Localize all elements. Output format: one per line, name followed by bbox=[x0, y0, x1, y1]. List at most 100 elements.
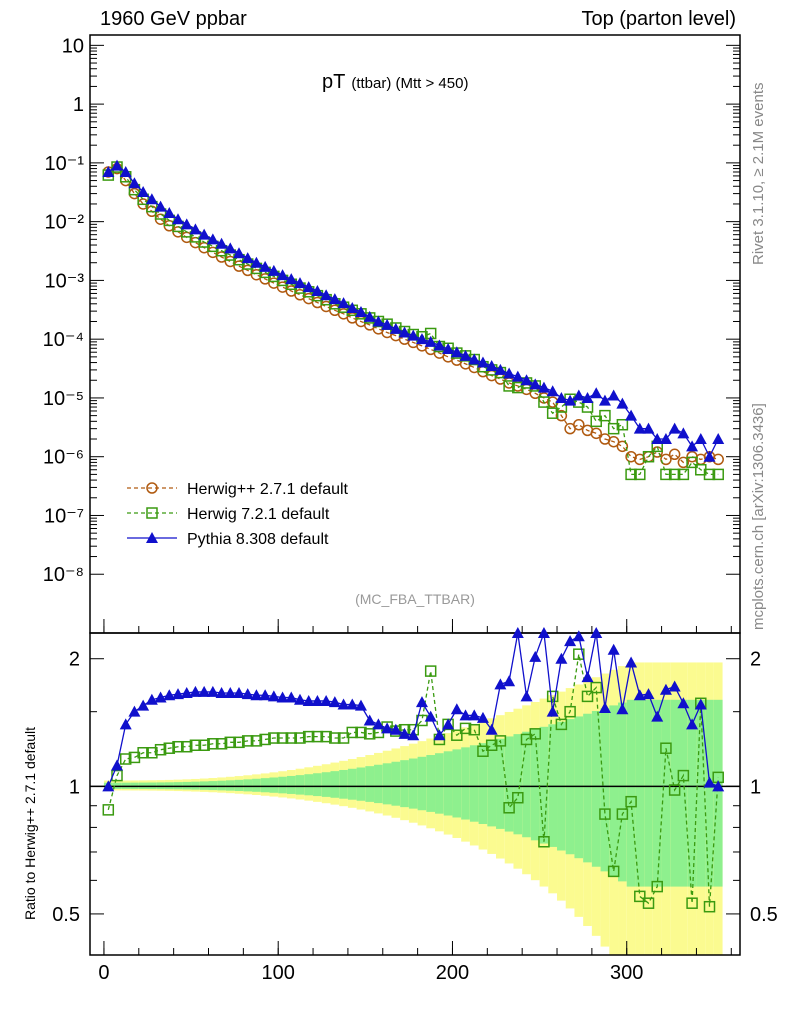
ratio-data-point bbox=[267, 690, 280, 702]
ratio-data-point bbox=[329, 732, 341, 744]
data-point bbox=[633, 422, 646, 434]
x-tick-label: 100 bbox=[262, 962, 295, 984]
ratio-band-inner bbox=[670, 699, 680, 887]
ratio-data-point bbox=[494, 735, 507, 747]
data-point bbox=[607, 389, 620, 401]
ratio-series-line bbox=[107, 654, 719, 907]
chart-title-sub: (ttbar) (Mtt > 450) bbox=[351, 75, 468, 92]
ratio-band-inner bbox=[644, 699, 653, 887]
ratio-data-point bbox=[555, 718, 568, 731]
data-point bbox=[677, 456, 690, 469]
ratio-data-point bbox=[555, 652, 568, 664]
ratio-data-point bbox=[424, 665, 437, 677]
data-point bbox=[616, 418, 629, 431]
ratio-data-point bbox=[503, 675, 516, 687]
ratio-data-point bbox=[573, 648, 585, 660]
ratio-band-inner bbox=[478, 743, 488, 824]
legend-label: Herwig 7.2.1 default bbox=[187, 506, 330, 523]
legend-marker bbox=[146, 507, 158, 519]
data-point bbox=[232, 247, 245, 259]
ratio-data-point bbox=[163, 689, 176, 701]
chart-title: pT (ttbar) (Mtt > 450) bbox=[322, 71, 468, 93]
ratio-data-point bbox=[207, 738, 219, 750]
ratio-data-point bbox=[311, 694, 324, 706]
ratio-data-point bbox=[625, 795, 637, 808]
ratio-data-point bbox=[503, 802, 515, 814]
data-point bbox=[111, 159, 124, 171]
data-point bbox=[503, 380, 515, 392]
ratio-data-point bbox=[224, 687, 237, 699]
ratio-data-point bbox=[607, 865, 620, 878]
ratio-band-inner bbox=[408, 758, 418, 809]
data-point bbox=[450, 346, 463, 358]
ratio-tick-label: 2 bbox=[750, 649, 761, 671]
data-point bbox=[694, 433, 707, 445]
ratio-band-inner bbox=[356, 767, 366, 801]
ratio-data-point bbox=[172, 740, 184, 753]
ratio-data-point bbox=[354, 699, 367, 711]
ratio-band-inner bbox=[260, 778, 270, 793]
ratio-data-point bbox=[677, 697, 690, 709]
ratio-data-point bbox=[529, 650, 542, 662]
data-point bbox=[302, 281, 315, 293]
ratio-data-point bbox=[686, 718, 699, 730]
data-point bbox=[207, 246, 219, 259]
data-point bbox=[599, 409, 611, 422]
data-point bbox=[354, 306, 367, 318]
ratio-data-point bbox=[381, 722, 394, 734]
ratio-tick-label: 0.5 bbox=[52, 904, 80, 926]
y-tick-label: 10⁻⁵ bbox=[43, 388, 84, 410]
ratio-data-point bbox=[102, 780, 115, 792]
ratio-band-inner bbox=[652, 699, 662, 887]
data-point bbox=[442, 343, 455, 355]
ratio-band-inner bbox=[339, 769, 348, 799]
data-point bbox=[616, 397, 629, 409]
ratio-data-point bbox=[660, 742, 672, 754]
ratio-data-point bbox=[163, 742, 176, 754]
header-left-label: 1960 GeV ppbar bbox=[100, 8, 247, 30]
ratio-band-inner bbox=[382, 763, 392, 805]
ratio-data-point bbox=[572, 630, 585, 642]
data-point bbox=[538, 396, 550, 408]
ratio-data-point bbox=[520, 690, 533, 702]
ratio-band-inner bbox=[347, 768, 357, 800]
ratio-band-inner bbox=[626, 699, 636, 887]
mcplots-reference-label: mcplots.cern.ch [arXiv:1306.3436] bbox=[750, 403, 767, 630]
ratio-band-inner bbox=[243, 779, 253, 792]
data-point bbox=[634, 468, 646, 481]
ratio-band-inner bbox=[234, 779, 244, 791]
data-point bbox=[398, 326, 411, 338]
data-point bbox=[555, 391, 568, 403]
data-point bbox=[642, 450, 655, 463]
ratio-data-point bbox=[137, 699, 150, 711]
data-point bbox=[703, 450, 716, 462]
ratio-data-point bbox=[712, 780, 725, 792]
ratio-data-point bbox=[433, 729, 446, 741]
data-point bbox=[677, 427, 690, 439]
data-point bbox=[625, 468, 637, 481]
ratio-band-inner bbox=[365, 766, 375, 802]
data-point bbox=[494, 363, 507, 375]
data-point bbox=[424, 335, 437, 347]
ratio-data-point bbox=[189, 685, 202, 697]
ratio-data-point bbox=[189, 739, 202, 751]
data-point bbox=[712, 433, 725, 445]
legend-marker bbox=[146, 482, 158, 494]
legend-label: Herwig++ 2.7.1 default bbox=[187, 481, 349, 498]
ratio-data-point bbox=[268, 732, 280, 744]
data-point bbox=[660, 468, 672, 481]
data-point bbox=[686, 440, 699, 452]
ratio-data-point bbox=[293, 693, 306, 705]
data-point bbox=[224, 255, 237, 268]
data-point bbox=[607, 422, 620, 435]
y-tick-label: 1 bbox=[73, 94, 84, 116]
ratio-tick-label: 0.5 bbox=[750, 904, 778, 926]
data-point bbox=[172, 213, 185, 225]
ratio-data-point bbox=[564, 635, 577, 647]
y-tick-label: 10⁻⁶ bbox=[43, 447, 84, 469]
ratio-band-inner bbox=[225, 780, 235, 791]
data-point bbox=[407, 329, 420, 341]
data-point bbox=[590, 387, 603, 399]
data-point bbox=[503, 367, 516, 379]
data-point bbox=[180, 218, 193, 230]
